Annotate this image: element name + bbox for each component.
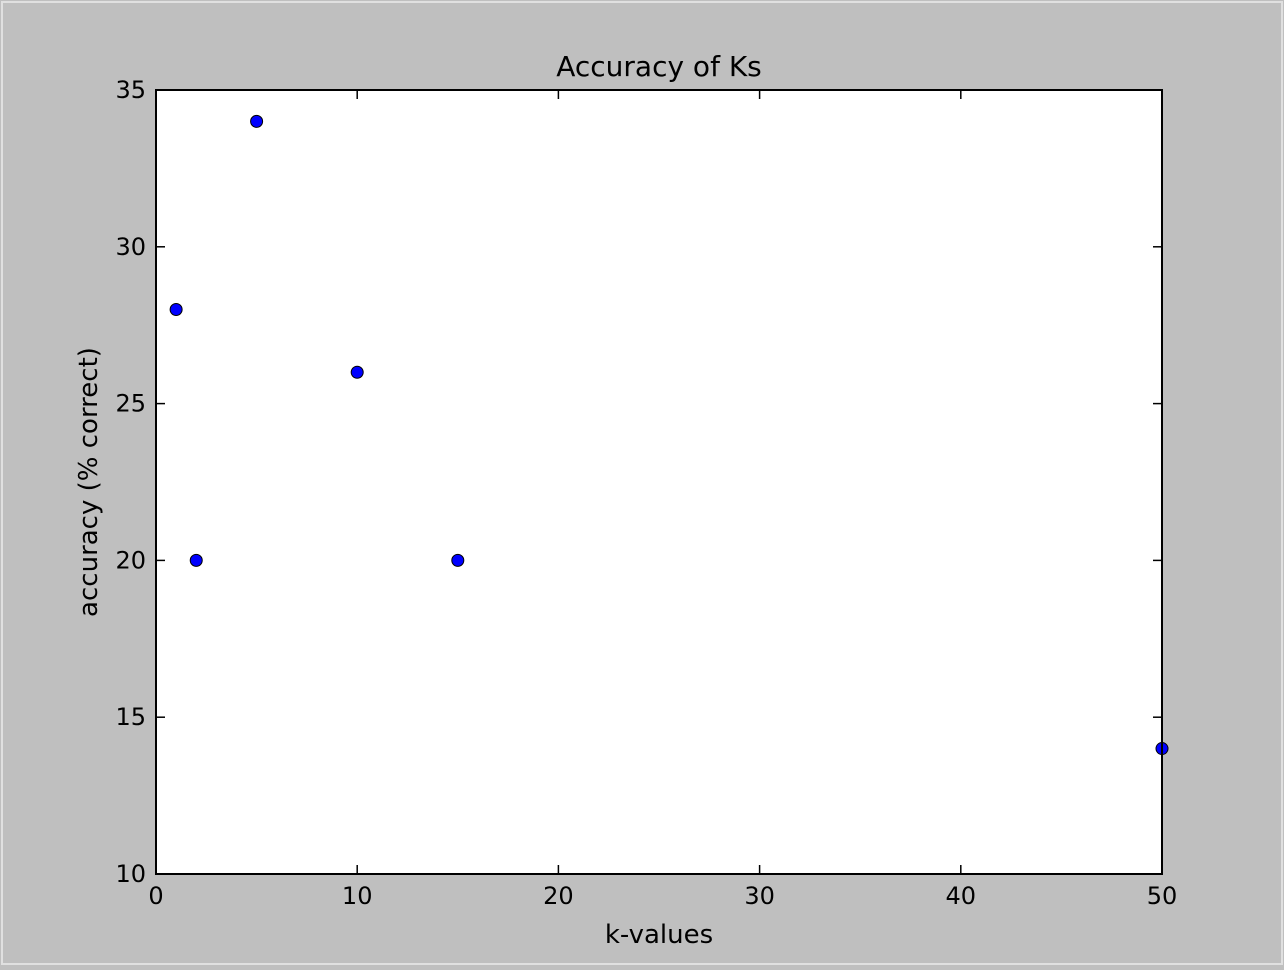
x-tick-label: 30 <box>744 882 775 910</box>
plot-frame <box>155 89 1163 875</box>
y-tick-label: 15 <box>115 703 146 731</box>
chart-title: Accuracy of Ks <box>556 50 762 83</box>
y-tick-label: 10 <box>115 860 146 888</box>
data-point <box>169 303 183 317</box>
x-tick-label: 20 <box>543 882 574 910</box>
y-tick-label: 20 <box>115 546 146 574</box>
x-tick-label: 10 <box>342 882 373 910</box>
data-point <box>350 365 364 379</box>
data-point <box>189 553 203 567</box>
y-tick-label: 35 <box>115 76 146 104</box>
x-tick-label: 50 <box>1147 882 1178 910</box>
data-points <box>169 114 1169 756</box>
data-point <box>250 114 264 128</box>
y-tick-label: 25 <box>115 390 146 418</box>
y-tick-label: 30 <box>115 233 146 261</box>
x-axis-label: k-values <box>605 920 713 950</box>
plot-area <box>156 90 1162 874</box>
x-tick-label: 40 <box>946 882 977 910</box>
y-axis-label: accuracy (% correct) <box>74 347 104 617</box>
x-tick-label: 0 <box>148 882 163 910</box>
data-point <box>451 553 465 567</box>
